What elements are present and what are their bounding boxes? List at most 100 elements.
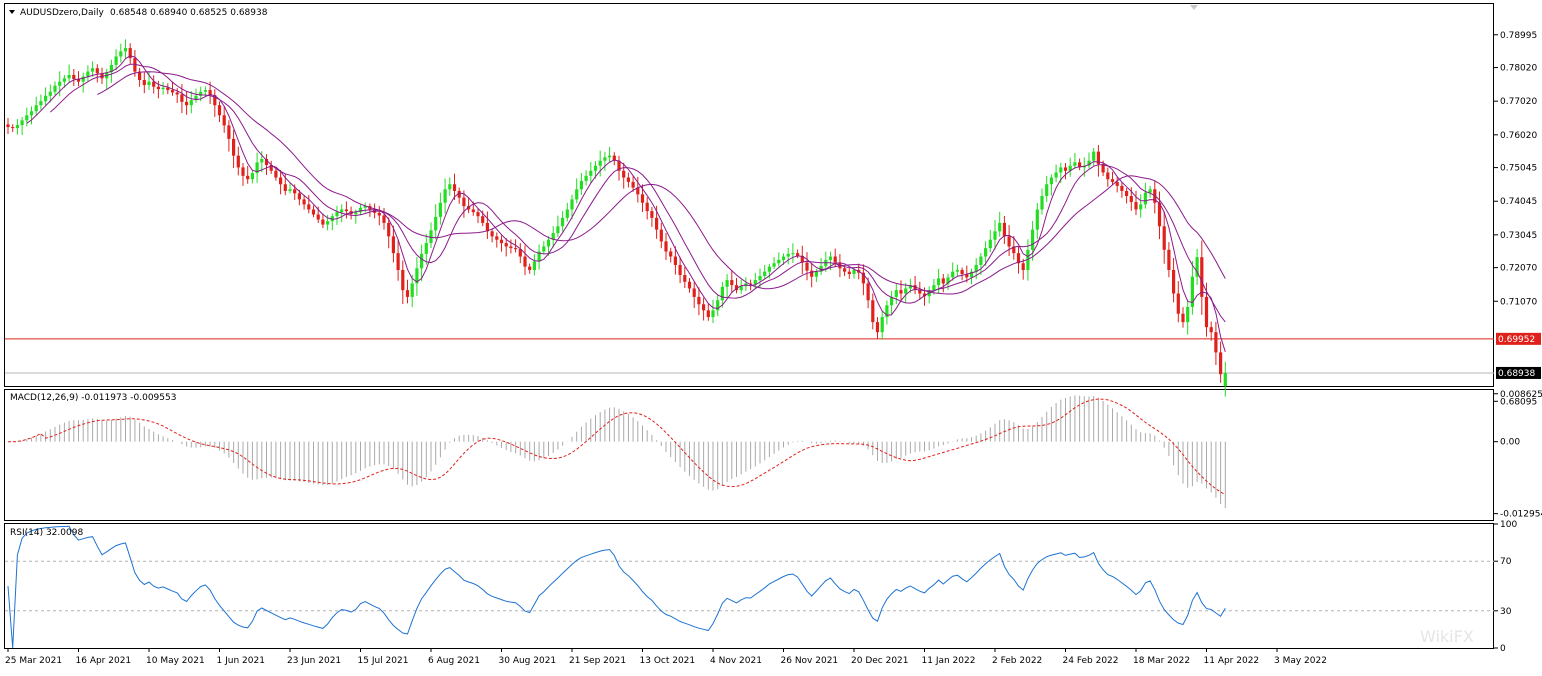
candle-body xyxy=(20,120,24,126)
candle-body xyxy=(1172,269,1176,294)
candle-body xyxy=(1035,209,1039,230)
candle-body xyxy=(415,268,419,284)
candle-body xyxy=(72,74,76,79)
candle-body xyxy=(1092,151,1096,161)
time-tick-label: 1 Jun 2021 xyxy=(217,656,265,666)
candle-body xyxy=(946,277,950,284)
price-tick-label: 0.78020 xyxy=(1500,64,1537,74)
candle-body xyxy=(1223,372,1227,387)
candle-body xyxy=(448,184,452,190)
candle-body xyxy=(217,105,222,116)
candle-body xyxy=(589,170,593,176)
candle-body xyxy=(1045,184,1049,197)
candle-body xyxy=(993,231,997,240)
candle-body xyxy=(861,272,865,284)
candle-body xyxy=(170,90,175,93)
rsi-tick-label: 0 xyxy=(1500,644,1506,654)
time-tick-label: 23 Jun 2021 xyxy=(287,656,341,666)
rsi-tick-label: 70 xyxy=(1500,557,1512,567)
candle-body xyxy=(612,155,616,161)
candle-body xyxy=(805,262,809,271)
rsi-panel[interactable] xyxy=(4,523,1494,649)
candle-body xyxy=(749,283,753,285)
candle-body xyxy=(354,212,358,215)
candle-body xyxy=(1219,352,1223,375)
candle-body xyxy=(25,115,29,121)
candle-body xyxy=(965,274,969,278)
candle-body xyxy=(382,215,386,223)
watermark: WikiFX xyxy=(1420,627,1474,646)
candle-body xyxy=(1059,167,1063,173)
candle-body xyxy=(659,229,663,242)
rsi-tick-label: 100 xyxy=(1500,520,1517,530)
candle-body xyxy=(904,288,908,294)
candle-body xyxy=(1200,257,1204,297)
candle-body xyxy=(443,189,447,203)
candle-body xyxy=(6,124,10,128)
collapse-triangle-icon[interactable] xyxy=(9,10,15,14)
candle-body xyxy=(62,78,66,82)
candle-body xyxy=(523,256,527,267)
macd-tick-label: 0.008625 xyxy=(1500,390,1542,400)
candle-body xyxy=(734,285,739,291)
candle-body xyxy=(702,304,706,311)
candle-body xyxy=(410,283,414,297)
time-tick-label: 13 Oct 2021 xyxy=(640,656,696,666)
candle-body xyxy=(866,283,870,301)
rsi-label: RSI(14) 32.0098 xyxy=(10,528,83,538)
candle-body xyxy=(1026,249,1030,270)
candle-body xyxy=(495,236,499,240)
candle-body xyxy=(885,305,889,318)
candle-body xyxy=(67,74,71,79)
candle-body xyxy=(1120,185,1124,191)
candle-body xyxy=(81,76,85,82)
candle-body xyxy=(617,160,621,171)
candle-body xyxy=(655,217,659,230)
candle-body xyxy=(499,239,504,244)
candle-body xyxy=(937,278,941,286)
candle-body xyxy=(833,256,837,263)
candle-body xyxy=(138,71,142,80)
candle-body xyxy=(1143,192,1147,205)
candle-body xyxy=(810,270,814,277)
candle-body xyxy=(1186,306,1190,323)
candle-body xyxy=(462,197,466,207)
candle-body xyxy=(424,243,428,254)
candle-body xyxy=(1040,196,1044,210)
candle-body xyxy=(1106,172,1110,180)
candle-body xyxy=(890,296,894,306)
candle-body xyxy=(114,56,118,65)
candle-body xyxy=(969,271,974,278)
price-tick-label: 0.76020 xyxy=(1500,131,1537,141)
candle-body xyxy=(781,256,786,260)
level-price-tag xyxy=(1496,332,1541,345)
price-marks xyxy=(5,39,1494,397)
candle-body xyxy=(44,95,48,102)
candle-body xyxy=(279,177,283,185)
candle-body xyxy=(772,263,776,267)
candle-body xyxy=(321,219,325,225)
candle-body xyxy=(565,209,569,218)
shift-marker-icon[interactable] xyxy=(1190,5,1198,10)
candle-body xyxy=(29,111,34,116)
candle-body xyxy=(260,159,264,163)
macd-panel[interactable] xyxy=(4,389,1494,521)
candle-body xyxy=(194,95,198,101)
macd-marks xyxy=(7,395,1226,509)
candle-body xyxy=(518,249,522,257)
time-tick-label: 21 Sep 2021 xyxy=(569,656,626,666)
moving-average-line xyxy=(26,55,1226,352)
candle-body xyxy=(316,214,320,220)
macd-axis: 0.008625 0.00 -0.012954 xyxy=(1494,390,1542,520)
moving-average-line xyxy=(97,71,1226,295)
candle-body xyxy=(847,271,851,275)
candle-body xyxy=(420,253,424,269)
candle-body xyxy=(1129,196,1133,203)
candle-body xyxy=(1101,164,1105,173)
candle-body xyxy=(697,296,701,305)
candle-body xyxy=(377,212,381,216)
price-panel[interactable] xyxy=(4,3,1494,387)
candle-body xyxy=(227,125,231,139)
moving-average-line xyxy=(49,63,1226,323)
candle-body xyxy=(208,90,212,96)
